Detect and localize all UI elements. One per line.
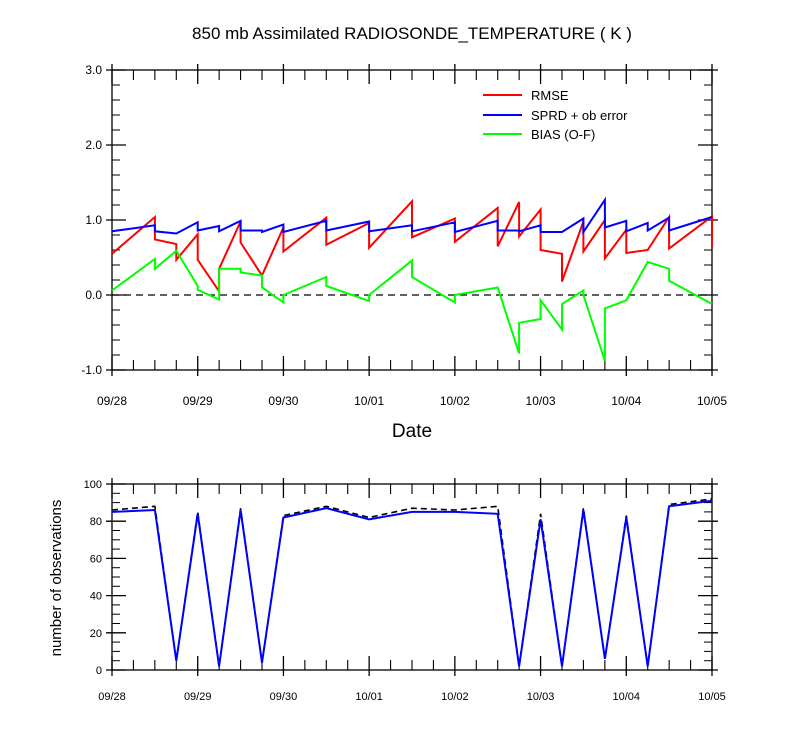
series-line-bias-o-f xyxy=(111,249,713,362)
chart-title: 850 mb Assimilated RADIOSONDE_TEMPERATUR… xyxy=(192,24,632,43)
x-tick-label: 09/29 xyxy=(183,394,213,408)
y-tick-label: -1.0 xyxy=(81,363,102,377)
x-axis-label: Date xyxy=(392,421,432,442)
x-tick-label: 09/30 xyxy=(270,691,298,703)
x-tick-label: 09/29 xyxy=(184,691,212,703)
bottom-plot: 09/28 09/29 09/30 10/01 10/02 10/03 10/04 10/05… xyxy=(84,478,726,703)
y-tick-label: 2.0 xyxy=(85,138,102,152)
legend-label: RMSE xyxy=(531,88,569,103)
legend-label: SPRD + ob error xyxy=(531,108,628,123)
series-line-possible xyxy=(111,498,713,667)
x-tick-label: 10/05 xyxy=(697,394,727,408)
x-tick-label: 10/01 xyxy=(355,691,383,703)
y-tick-label: 0.0 xyxy=(85,288,102,302)
x-tick-label: 09/28 xyxy=(98,691,126,703)
x-tick-label: 10/03 xyxy=(526,394,556,408)
x-tick-label: 09/28 xyxy=(97,394,127,408)
y-tick-label: 80 xyxy=(90,516,102,528)
y-tick-label: 0 xyxy=(96,665,102,677)
x-tick-label: 10/01 xyxy=(354,394,384,408)
y-tick-label: 20 xyxy=(90,628,102,640)
x-tick-label: 10/02 xyxy=(440,394,470,408)
y-tick-label: 60 xyxy=(90,553,102,565)
x-tick-label: 09/30 xyxy=(268,394,298,408)
legend: RMSE SPRD + ob error BIAS (O-F) xyxy=(483,88,628,142)
y-tick-label: 1.0 xyxy=(85,213,102,227)
y-tick-label: 40 xyxy=(90,591,102,603)
series-line-rmse xyxy=(111,198,713,295)
series-line-sprd-ob-error xyxy=(111,196,713,236)
x-tick-label: 10/04 xyxy=(613,691,641,703)
x-tick-label: 10/04 xyxy=(611,394,641,408)
x-tick-label: 10/05 xyxy=(698,691,726,703)
x-tick-label: 10/02 xyxy=(441,691,469,703)
observations-y-axis-label: number of observations xyxy=(48,500,65,657)
y-tick-label: 3.0 xyxy=(85,63,102,77)
x-tick-label: 10/03 xyxy=(527,691,555,703)
y-tick-label: 100 xyxy=(84,479,102,491)
legend-label: BIAS (O-F) xyxy=(531,127,595,142)
top-plot: 09/28 09/29 09/30 10/01 10/02 10/03 10/04 10/05… xyxy=(81,63,727,408)
series-line-assimilated xyxy=(111,499,713,667)
